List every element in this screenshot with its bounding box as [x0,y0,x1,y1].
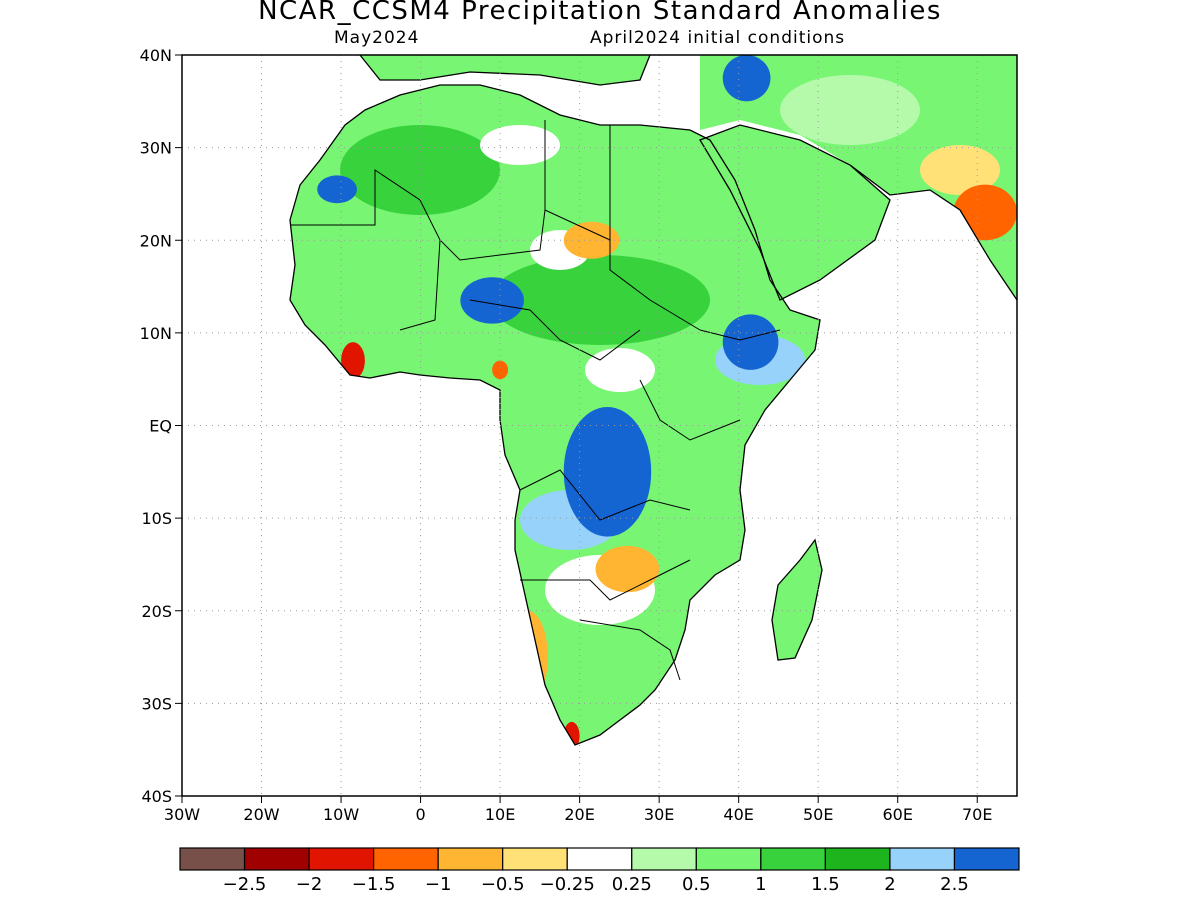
colorbar-label: −0.25 [540,874,595,895]
colorbar-swatch [437,847,504,871]
colorbar-label: −0.5 [481,874,525,895]
lon-tick-label: 0 [415,805,425,824]
lon-tick-label: 30W [164,805,200,824]
colorbar-swatch [953,847,1020,871]
initial-conditions: April2024 initial conditions [590,28,846,48]
sahara-wet-band [340,125,500,215]
anomaly-sahel-dry [563,221,620,259]
coastlines [289,54,1018,746]
colorbar-label: −2 [296,874,323,895]
colorbar-label: 1.5 [811,874,840,895]
colorbar-swatch [373,847,439,871]
neutral-patch-1 [480,125,560,165]
anomaly-liberia-dry [341,342,365,380]
longitude-labels: 30W 20W 10W 0 10E 20E 30E 40E 50E 60E 70E [164,805,993,824]
madagascar-coastline [771,538,823,661]
lat-tick-label: 20S [141,602,172,621]
colorbar-swatch [243,847,310,871]
anomaly-nigeria-wet [460,277,524,324]
lon-tick-label: 10W [323,805,359,824]
africa-coastline [289,84,821,746]
sahel-wet-band [490,255,710,345]
anomaly-central-africa-wet [563,406,652,537]
colorbar-labels: −2.5 −2 −1.5 −1 −0.5 −0.25 0.25 0.5 1 1.5 2 2.5 [223,874,969,895]
lat-tick-label: 10S [141,509,172,528]
colorbar-swatch [502,847,568,871]
lon-tick-label: 40E [723,805,753,824]
lat-tick-label: 30S [141,694,172,713]
arabia-light-wet [780,75,920,145]
colorbar-label: −1 [425,874,452,895]
colorbar [179,847,1020,871]
axis-ticks [175,54,978,803]
anomaly-zambia-dry [595,545,660,593]
lon-tick-label: 20E [564,805,594,824]
colorbar-swatch [631,847,697,871]
europe-coastline [359,54,651,86]
lon-tick-label: 10E [485,805,515,824]
lat-tick-label: EQ [149,417,172,436]
lat-tick-label: 40N [140,46,172,65]
lat-tick-label: 10N [140,324,172,343]
colorbar-label: 1 [755,874,766,895]
colorbar-swatch [566,847,633,871]
anomaly-ethiopia-wet [722,314,779,370]
lon-tick-label: 60E [882,805,912,824]
colorbar-swatch [179,847,246,871]
forecast-month: May2024 [334,28,420,48]
colorbar-label: 2 [884,874,895,895]
country-borders [290,120,781,681]
colorbar-swatch [824,847,891,871]
anomaly-west-sahara-wet [317,175,357,204]
india-light-dry [920,145,1000,195]
lon-tick-label: 30E [644,805,674,824]
colorbar-swatch [760,847,826,871]
lat-tick-label: 30N [140,139,172,158]
lon-tick-label: 50E [803,805,833,824]
colorbar-label: −2.5 [223,874,267,895]
anomaly-turkey-wet [722,55,771,102]
colorbar-swatch [695,847,762,871]
colorbar-label: 0.25 [612,874,652,895]
anomaly-cameroon-dry [492,360,509,380]
colorbar-label: 0.5 [682,874,711,895]
lon-tick-label: 70E [962,805,992,824]
page-title: NCAR_CCSM4 Precipitation Standard Anomal… [258,0,942,26]
latitude-labels: 40N 30N 20N 10N EQ 10S 20S 30S 40S [140,46,172,806]
colorbar-swatch [889,847,956,871]
colorbar-swatch [308,847,375,871]
lat-tick-label: 40S [141,787,172,806]
colorbar-label: 2.5 [940,874,969,895]
asia-coastline [849,164,1018,301]
neutral-patch-3 [585,348,655,392]
lat-tick-label: 20N [140,231,172,250]
lon-tick-label: 20W [243,805,279,824]
arabia-coastline [699,124,891,301]
colorbar-label: −1.5 [352,874,396,895]
